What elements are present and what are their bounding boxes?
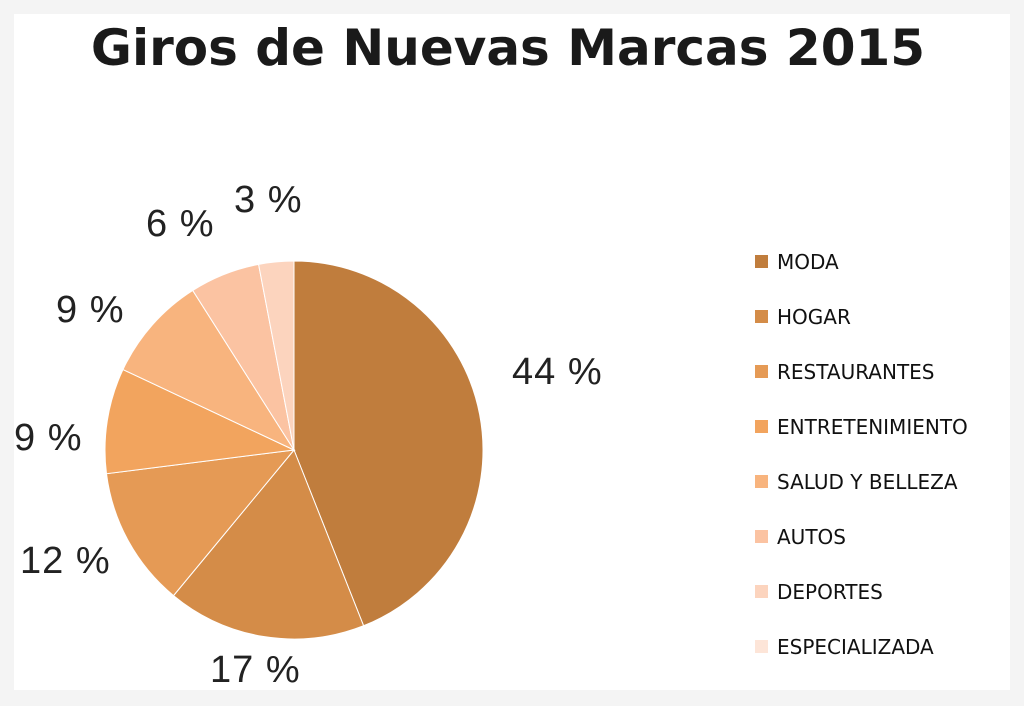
legend-label: HOGAR: [777, 304, 851, 329]
legend-swatch: [755, 640, 768, 653]
slice-label-restaurantes: 12 %: [20, 540, 111, 582]
legend-swatch: [755, 255, 768, 268]
pie-slice-entretenimiento: [104, 368, 296, 475]
slice-label-autos: 6 %: [146, 203, 214, 245]
legend-item-entretenimiento: ENTRETENIMIENTO: [755, 399, 968, 454]
legend-label: SALUD Y BELLEZA: [777, 469, 958, 494]
legend-item-restaurantes: RESTAURANTES: [755, 344, 968, 399]
slice-label-deportes: 3 %: [234, 179, 302, 221]
pie-slice-salud-y-belleza: [122, 289, 296, 452]
legend-item-deportes: DEPORTES: [755, 564, 968, 619]
legend-swatch: [755, 530, 768, 543]
legend-item-moda: MODA: [755, 234, 968, 289]
chart-title: Giros de Nuevas Marcas 2015: [90, 19, 926, 77]
legend-swatch: [755, 365, 768, 378]
slice-label-entretenimiento: 9 %: [14, 417, 82, 459]
legend-item-especializada: ESPECIALIZADA: [755, 619, 968, 674]
pie-slice-deportes: [258, 260, 295, 451]
legend-label: MODA: [777, 249, 839, 274]
legend-item-hogar: HOGAR: [755, 289, 968, 344]
legend-label: ENTRETENIMIENTO: [777, 414, 968, 439]
legend-swatch: [755, 585, 768, 598]
slice-label-salud-y-belleza: 9 %: [56, 289, 124, 331]
pie-slice-hogar: [172, 449, 365, 640]
legend-label: DEPORTES: [777, 579, 883, 604]
pie-slice-moda: [293, 260, 484, 627]
legend-label: RESTAURANTES: [777, 359, 935, 384]
legend-swatch: [755, 310, 768, 323]
slice-label-moda: 44 %: [512, 351, 603, 393]
legend-label: AUTOS: [777, 524, 846, 549]
legend-swatch: [755, 475, 768, 488]
legend-label: ESPECIALIZADA: [777, 634, 934, 659]
slice-label-hogar: 17 %: [210, 649, 301, 691]
pie-slice-restaurantes: [105, 449, 296, 597]
legend-item-salud-y-belleza: SALUD Y BELLEZA: [755, 454, 968, 509]
chart-legend: MODA HOGAR RESTAURANTES ENTRETENIMIENTO SALU…: [755, 234, 968, 674]
legend-item-autos: AUTOS: [755, 509, 968, 564]
legend-swatch: [755, 420, 768, 433]
